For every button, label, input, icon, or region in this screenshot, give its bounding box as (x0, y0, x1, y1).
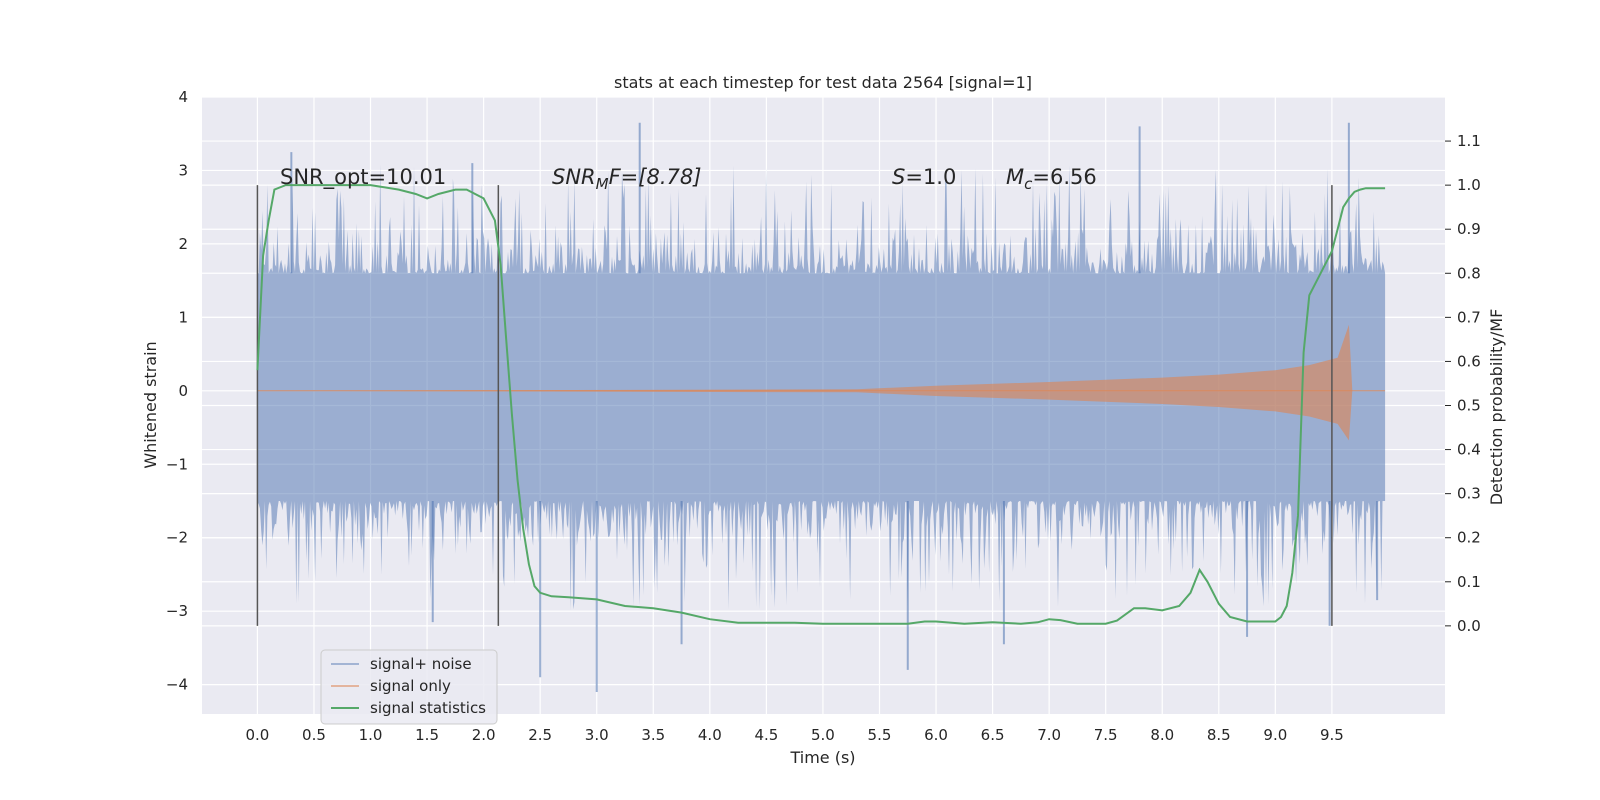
y-tick-label: −2 (166, 529, 188, 547)
mc-sub: c (1024, 175, 1033, 193)
snr-mf-rest-text: F=[8.78] (609, 165, 702, 189)
x-tick-label: 1.5 (415, 726, 439, 744)
series-signal-noise-spikes (290, 122, 1379, 692)
legend: signal+ noise signal only signal statist… (320, 649, 498, 725)
y-tick-label: 1 (178, 308, 188, 326)
y2-tick-label: 0.5 (1457, 397, 1481, 415)
x-tick-label: 9.0 (1263, 726, 1287, 744)
y-tick-label: 2 (178, 235, 188, 253)
mc-rest: =6.56 (1032, 165, 1096, 189)
s-main: S (892, 165, 905, 189)
series-signal-only (257, 324, 1386, 441)
x-tick-labels: 0.0 0.5 1.0 1.5 2.0 2.5 3.0 3.5 4.0 4.5 5.0 5.5 6.0 6… (245, 726, 1343, 744)
y2-tick-labels: 1.1 1.0 0.9 0.8 0.7 0.6 0.5 0.4 0.3 0.2 0.1 0.0 (1457, 132, 1481, 635)
y-tick-label: 4 (178, 88, 188, 106)
y-tick-label: 0 (178, 382, 188, 400)
y2-tick-label: 0.4 (1457, 441, 1481, 459)
x-tick-label: 1.0 (359, 726, 383, 744)
y2-tick-label: 0.2 (1457, 529, 1481, 547)
x-tick-label: 5.0 (811, 726, 835, 744)
annotation-mc: Mc=6.56 (1006, 165, 1097, 193)
legend-box (320, 649, 498, 725)
series-layer (256, 122, 1386, 692)
chart-title: stats at each timestep for test data 256… (614, 73, 1032, 92)
x-tick-label: 4.5 (754, 726, 778, 744)
snr-mf-rest: F=[8.78] (609, 165, 702, 189)
s-rest: =1.0 (905, 165, 956, 189)
x-tick-label: 6.5 (981, 726, 1005, 744)
x-tick-label: 8.5 (1207, 726, 1231, 744)
x-tick-label: 3.0 (585, 726, 609, 744)
y2-axis-title: Detection probability/MF (1487, 309, 1506, 506)
mc-main: M (1006, 165, 1024, 189)
x-tick-label: 7.0 (1037, 726, 1061, 744)
y-axis-title: Whitened strain (141, 341, 160, 468)
x-tick-label: 0.0 (245, 726, 269, 744)
x-tick-label: 9.5 (1320, 726, 1344, 744)
legend-label-signal-noise: signal+ noise (370, 655, 472, 673)
y2-tick-label: 0.9 (1457, 220, 1481, 238)
y2-tick-label: 0.3 (1457, 485, 1481, 503)
snr-mf-main: SNR (552, 165, 596, 189)
x-tick-label: 4.0 (698, 726, 722, 744)
y-tick-label: −1 (166, 455, 188, 473)
x-axis-title: Time (s) (789, 748, 855, 767)
annotation-snr-mf: SNRMF=[8.78] (552, 165, 701, 193)
y-tick-label: 3 (178, 161, 188, 179)
x-tick-label: 5.5 (868, 726, 892, 744)
x-tick-label: 3.5 (641, 726, 665, 744)
series-signal-noise (257, 164, 1386, 611)
y2-tick-label: 0.0 (1457, 617, 1481, 635)
x-tick-label: 2.5 (528, 726, 552, 744)
y-tick-label: −4 (166, 676, 188, 694)
y2-tick-label: 0.8 (1457, 264, 1481, 282)
x-tick-label: 6.0 (924, 726, 948, 744)
y2-tick-label: 1.0 (1457, 176, 1481, 194)
x-tick-label: 2.0 (472, 726, 496, 744)
y2-tick-label: 0.1 (1457, 573, 1481, 591)
annotation-snr-opt: SNR_opt=10.01 (280, 165, 446, 190)
annotation-s: S=1.0 (892, 165, 956, 189)
y2-tick-label: 1.1 (1457, 132, 1481, 150)
snr-mf-sub: M (596, 175, 609, 193)
x-tick-label: 7.5 (1094, 726, 1118, 744)
legend-label-signal-only: signal only (370, 677, 451, 695)
y-tick-labels: 4 3 2 1 0 −1 −2 −3 −4 (166, 88, 188, 694)
legend-label-signal-statistics: signal statistics (370, 699, 486, 717)
series-signal-statistics (256, 184, 1386, 625)
y2-tick-label: 0.7 (1457, 308, 1481, 326)
x-tick-label: 8.0 (1150, 726, 1174, 744)
y-tick-label: −3 (166, 602, 188, 620)
vertical-markers (256, 185, 1333, 626)
y2-tick-label: 0.6 (1457, 352, 1481, 370)
x-tick-label: 0.5 (302, 726, 326, 744)
